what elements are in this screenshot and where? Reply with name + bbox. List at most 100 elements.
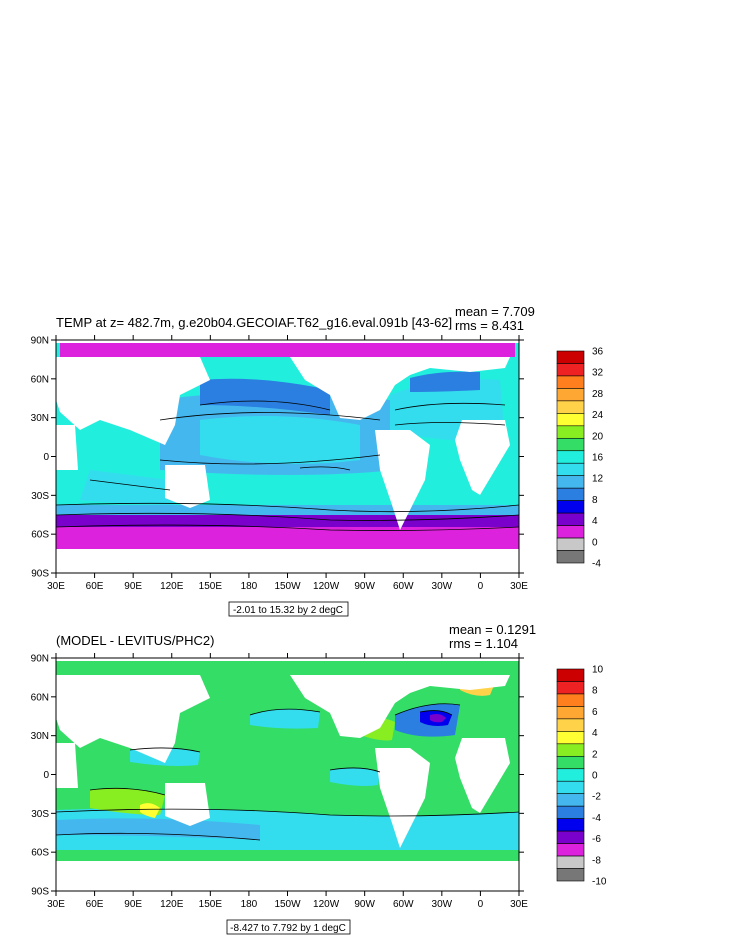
temp-lat-label: 90N xyxy=(31,336,49,347)
diff-lat-label: 0 xyxy=(43,770,49,781)
diff-colorbar-box xyxy=(556,780,585,795)
diff-lon-label: 120W xyxy=(313,899,340,910)
diff-lon-label: 30W xyxy=(432,899,453,910)
temp-colorbar-label: 4 xyxy=(592,516,598,527)
temp-colorbar-label: 20 xyxy=(592,431,604,442)
diff-lon-label: 150E xyxy=(199,899,223,910)
temp-lat-label: 0 xyxy=(43,452,49,463)
diff-colorbar-box xyxy=(556,718,585,732)
panel-diff: (MODEL - LEVITUS/PHC2) mean = 0.1291 rms… xyxy=(31,622,607,935)
diff-lat-label: 60S xyxy=(31,848,49,859)
temp-colorbar-box xyxy=(556,363,585,377)
temp-lat-label: 30N xyxy=(31,413,49,424)
temp-colorbar-label: 32 xyxy=(592,368,604,379)
diff-lat-label: 30N xyxy=(31,731,49,742)
diff-colorbar-box xyxy=(556,768,585,782)
diff-colorbar-label: -6 xyxy=(592,834,601,845)
temp-colorbar-box xyxy=(556,500,585,514)
temp-lon-label: 150E xyxy=(199,581,223,592)
temp-lat-label: 90S xyxy=(31,569,49,580)
diff-colorbar-box xyxy=(556,855,585,869)
temp-lon-label: 30E xyxy=(47,581,65,592)
panel-temp: TEMP at z= 482.7m, g.e20b04.GECOIAF.T62_… xyxy=(31,304,604,617)
diff-colorbar-label: -2 xyxy=(592,792,601,803)
temp-colorbar-label: 0 xyxy=(592,537,598,548)
temp-colorbar-box xyxy=(556,413,585,427)
temp-colorbar-box xyxy=(556,525,585,539)
temp-colorbar-box xyxy=(556,462,585,477)
diff-lon-label: 150W xyxy=(274,899,301,910)
diff-lon-label: 120E xyxy=(160,899,184,910)
diff-colorbar-box xyxy=(556,706,585,720)
temp-lon-label: 60E xyxy=(86,581,104,592)
diff-colorbar-box xyxy=(556,681,585,695)
diff-colorbar-box xyxy=(556,805,585,819)
temp-lat-label: 30S xyxy=(31,491,49,502)
panel-diff-rms: rms = 1.104 xyxy=(449,636,518,651)
temp-colorbar-box xyxy=(556,475,585,489)
diff-colorbar-label: 4 xyxy=(592,728,598,739)
diff-lon-label: 90W xyxy=(354,899,375,910)
temp-lat-label: 60S xyxy=(31,530,49,541)
temp-lon-label: 0 xyxy=(478,581,484,592)
temp-colorbar-box xyxy=(556,425,585,439)
diff-lon-label: 60W xyxy=(393,899,414,910)
diff-lon-label: 30E xyxy=(510,899,528,910)
temp-colorbar-label: -4 xyxy=(592,559,601,570)
map-diff xyxy=(55,657,520,892)
temp-colorbar-box xyxy=(556,550,585,564)
temp-lon-label: 120E xyxy=(160,581,184,592)
diff-colorbar-box xyxy=(556,693,585,707)
temp-colorbar-label: 24 xyxy=(592,410,604,421)
temp-colorbar-box xyxy=(556,537,585,551)
temp-colorbar-box xyxy=(556,388,585,402)
temp-colorbar-box xyxy=(556,450,585,464)
temp-lon-label: 60W xyxy=(393,581,414,592)
temp-colorbar-box xyxy=(556,512,585,526)
temp-lon-label: 30E xyxy=(510,581,528,592)
panel-diff-mean: mean = 0.1291 xyxy=(449,622,536,637)
diff-colorbar-label: -8 xyxy=(592,855,601,866)
temp-colorbar-label: 28 xyxy=(592,389,604,400)
diff-lat-label: 60N xyxy=(31,692,49,703)
colorbar-diff: 10 8 6 4 2 0 -2 -4 -6 -8 -10 xyxy=(556,665,607,888)
temp-colorbar-label: 36 xyxy=(592,347,604,358)
temp-lon-label: 30W xyxy=(432,581,453,592)
temp-colorbar-label: 12 xyxy=(592,474,604,485)
diff-colorbar-label: 2 xyxy=(592,749,598,760)
temp-colorbar-box xyxy=(556,437,585,452)
temp-colorbar-box xyxy=(556,487,585,501)
diff-colorbar-label: -4 xyxy=(592,813,601,824)
diff-colorbar-label: 10 xyxy=(592,665,604,676)
diff-lon-label: 180 xyxy=(241,899,258,910)
temp-colorbar-box xyxy=(556,400,585,414)
diff-lat-label: 90S xyxy=(31,887,49,898)
diff-colorbar-box xyxy=(556,755,585,770)
temp-lon-label: 150W xyxy=(274,581,301,592)
panel-temp-contour-info: -2.01 to 15.32 by 2 degC xyxy=(233,605,343,616)
diff-colorbar-box xyxy=(556,830,585,844)
diff-lon-label: 30E xyxy=(47,899,65,910)
temp-lat-label: 60N xyxy=(31,374,49,385)
diff-colorbar-label: 0 xyxy=(592,771,598,782)
temp-colorbar-label: 16 xyxy=(592,453,604,464)
temp-lon-label: 120W xyxy=(313,581,340,592)
diff-lon-label: 60E xyxy=(86,899,104,910)
diff-colorbar-label: 6 xyxy=(592,707,598,718)
diff-colorbar-box xyxy=(556,868,585,882)
panel-diff-contour-info: -8.427 to 7.792 by 1 degC xyxy=(230,923,346,934)
diff-colorbar-box xyxy=(556,818,585,832)
temp-lon-label: 90E xyxy=(124,581,142,592)
diff-colorbar-box xyxy=(556,843,585,857)
diff-colorbar-box xyxy=(556,668,585,682)
diff-lon-label: 90E xyxy=(124,899,142,910)
temp-colorbar-box xyxy=(556,375,585,389)
diff-lat-label: 90N xyxy=(31,654,49,665)
diff-colorbar-box xyxy=(556,731,585,745)
diff-colorbar-label: -10 xyxy=(592,877,607,888)
temp-lon-label: 90W xyxy=(354,581,375,592)
colorbar-temp: 36 32 28 24 20 16 12 8 4 0 -4 xyxy=(556,347,604,570)
